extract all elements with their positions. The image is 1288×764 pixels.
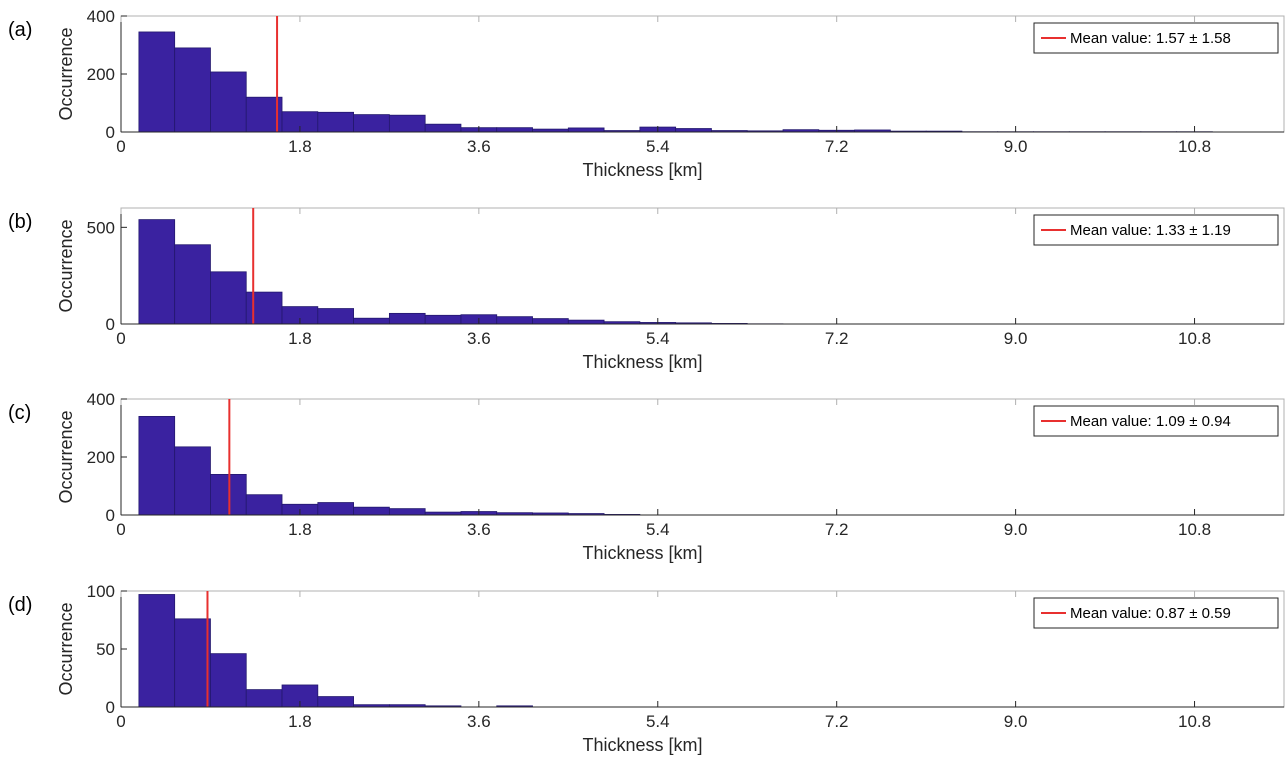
x-tick-label: 9.0 [1004,329,1028,348]
y-tick-label: 50 [96,640,115,659]
x-tick-label: 0 [116,137,125,156]
histogram-bar [174,47,211,133]
x-tick-label: 7.2 [825,137,849,156]
histogram-bar [317,111,355,133]
panel-label: (d) [8,594,32,616]
y-tick-label: 100 [87,582,115,601]
histogram-bar [388,508,426,516]
histogram-bar [174,618,211,708]
histogram-bar [353,506,390,516]
histogram-bar [353,114,390,133]
histogram-bar [388,114,426,133]
x-tick-label: 1.8 [288,137,312,156]
panel-label: (a) [8,19,32,41]
x-tick-label: 10.8 [1178,520,1211,539]
x-axis-label: Thickness [km] [582,352,702,372]
legend-box [1033,597,1279,629]
histogram-bar [388,312,426,325]
x-tick-label: 9.0 [1004,712,1028,731]
y-axis-label: Occurrence [56,602,76,695]
histogram-bar [567,319,605,325]
x-tick-label: 9.0 [1004,520,1028,539]
legend-box [1033,405,1279,437]
x-tick-label: 1.8 [288,329,312,348]
x-tick-label: 3.6 [467,137,491,156]
x-tick-label: 5.4 [646,520,670,539]
histogram-bar [424,314,462,325]
panel-label: (b) [8,211,32,233]
histogram-bar [138,415,176,516]
x-tick-label: 5.4 [646,329,670,348]
x-tick-label: 0 [116,520,125,539]
y-axis-label: Occurrence [56,219,76,312]
chart-panel: 0 1.8 3.6 5.4 7.2 9.0 10.8 0 200 400 Thickness [km… [8,390,1285,563]
y-tick-label: 200 [87,65,115,84]
x-tick-label: 3.6 [467,520,491,539]
x-tick-label: 3.6 [467,329,491,348]
y-tick-label: 400 [87,7,115,26]
histogram-bar [675,128,712,133]
legend-text: Mean value: 0.87 ± 0.59 [1070,605,1231,622]
histogram-bar [245,689,283,708]
y-tick-label: 0 [106,506,115,525]
histogram-bar [138,219,176,325]
x-tick-label: 0 [116,329,125,348]
histogram-bar [317,308,355,325]
x-tick-label: 9.0 [1004,137,1028,156]
histogram-bar [138,594,176,708]
legend-box [1033,214,1279,246]
y-axis-label: Occurrence [56,27,76,120]
chart-panel: 0 1.8 3.6 5.4 7.2 9.0 10.8 0 50 100 Thickness [km]… [8,582,1285,755]
histogram-bar [496,127,533,133]
x-tick-label: 5.4 [646,137,670,156]
y-tick-label: 400 [87,390,115,409]
histogram-bar [210,271,247,325]
legend-text: Mean value: 1.57 ± 1.58 [1070,30,1231,47]
y-tick-label: 0 [106,123,115,142]
histogram-bar [174,244,211,325]
legend-box [1033,22,1279,54]
x-tick-label: 7.2 [825,329,849,348]
legend-text: Mean value: 1.09 ± 0.94 [1070,413,1231,430]
x-tick-label: 10.8 [1178,712,1211,731]
x-tick-label: 5.4 [646,712,670,731]
histogram-bar [138,31,176,133]
x-tick-label: 0 [116,712,125,731]
y-tick-label: 200 [87,448,115,467]
x-tick-label: 7.2 [825,712,849,731]
chart-panel: 0 1.8 3.6 5.4 7.2 9.0 10.8 0 500 Thickness [km] Oc… [8,207,1285,372]
y-tick-label: 500 [87,218,115,237]
x-axis-label: Thickness [km] [582,543,702,563]
histogram-bar [210,71,247,133]
x-tick-label: 10.8 [1178,329,1211,348]
histogram-bar [532,318,569,325]
histogram-bar [317,696,355,708]
histogram-bar [317,502,355,516]
x-tick-label: 7.2 [825,520,849,539]
panel-label: (c) [8,402,31,424]
histogram-bar [424,123,462,133]
y-axis-label: Occurrence [56,410,76,503]
histogram-bar [210,653,247,708]
y-tick-label: 0 [106,315,115,334]
x-tick-label: 1.8 [288,712,312,731]
histogram-bar [567,127,605,133]
histogram-bar [496,316,533,325]
x-tick-label: 10.8 [1178,137,1211,156]
histogram-bar [174,446,211,516]
y-tick-label: 0 [106,698,115,717]
legend-text: Mean value: 1.33 ± 1.19 [1070,222,1231,239]
chart-panel: 0 1.8 3.6 5.4 7.2 9.0 10.8 0 200 400 Thickness [km… [8,7,1285,180]
x-axis-label: Thickness [km] [582,735,702,755]
x-axis-label: Thickness [km] [582,160,702,180]
histogram-bar [245,494,283,516]
x-tick-label: 1.8 [288,520,312,539]
histogram-bar [353,317,390,325]
histogram-bar [245,291,283,325]
x-tick-label: 3.6 [467,712,491,731]
